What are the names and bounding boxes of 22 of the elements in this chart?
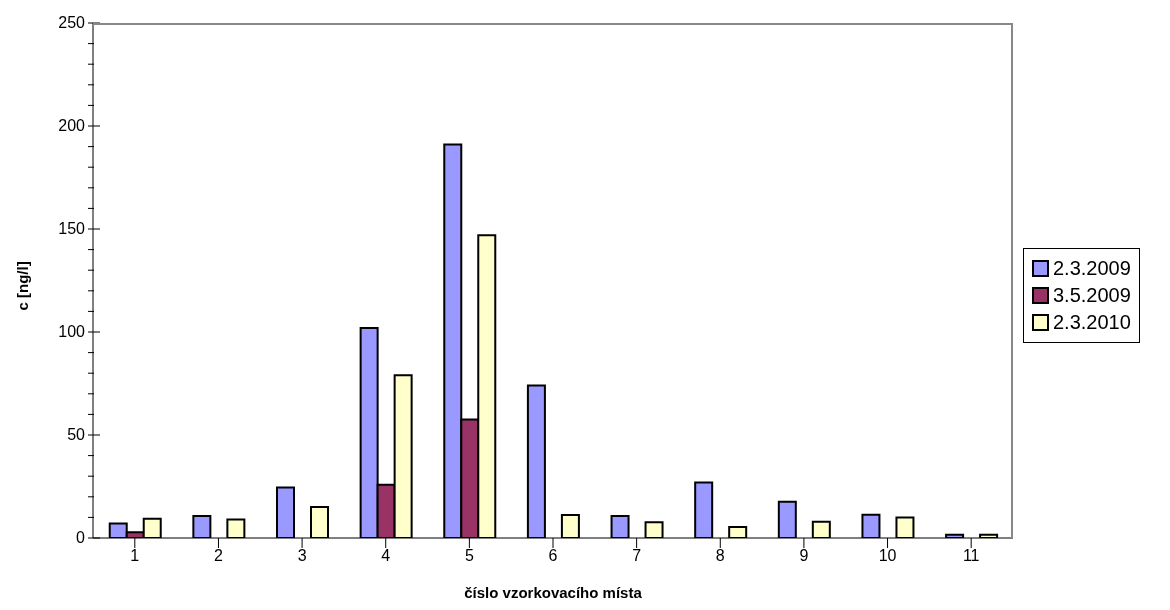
x-tick-label: 3 <box>297 547 307 565</box>
y-tick-label: 50 <box>67 426 86 443</box>
x-tick-label: 7 <box>632 547 642 565</box>
x-tick-label: 2 <box>214 547 223 565</box>
legend-label: 3.5.2009 <box>1053 284 1131 307</box>
y-tick-label: 100 <box>58 323 86 340</box>
y-tick-label: 200 <box>58 117 86 134</box>
legend-label: 2.3.2009 <box>1053 257 1131 280</box>
y-tick-label: 250 <box>58 14 86 31</box>
legend-label: 2.3.2010 <box>1053 311 1131 334</box>
x-tick-label: 8 <box>715 547 725 565</box>
y-tick-label: 150 <box>58 220 86 237</box>
x-axis-title: číslo vzorkovacího místa <box>464 584 643 601</box>
y-axis-title: c [ng/l] <box>14 261 32 311</box>
x-tick-label: 10 <box>878 547 897 565</box>
x-tick-label: 6 <box>548 547 558 565</box>
x-tick-label: 11 <box>962 547 980 565</box>
x-tick-label: 9 <box>799 547 809 565</box>
x-tick-label: 4 <box>381 547 391 565</box>
x-tick-label: 1 <box>130 547 140 565</box>
y-tick-label: 0 <box>76 529 86 546</box>
x-tick-label: 5 <box>464 547 474 565</box>
